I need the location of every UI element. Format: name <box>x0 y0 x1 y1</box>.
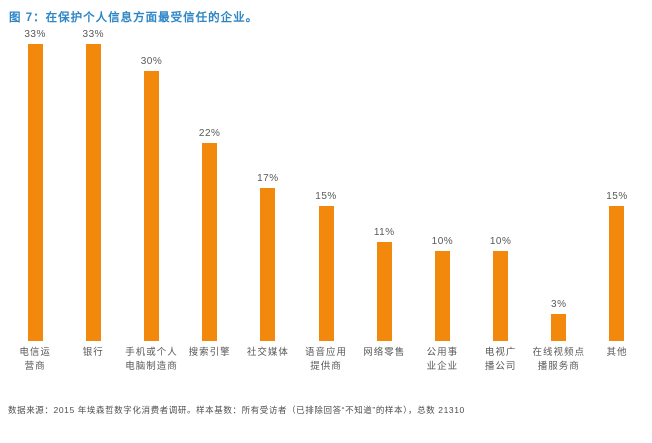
bar-column: 15% <box>588 191 646 341</box>
bar <box>493 251 509 341</box>
plot-area: 33% 33% 30% 22% 17% 15% 11% 10% 10% 3% 15% <box>6 29 646 341</box>
bar-column: 30% <box>122 56 180 341</box>
bar-chart: 33% 33% 30% 22% 17% 15% 11% 10% 10% 3% 15% 电信运 营商 银… <box>6 29 646 387</box>
value-label: 17% <box>257 173 279 184</box>
category-label: 社交媒体 <box>246 347 289 358</box>
category-label: 在线视频点 播服务商 <box>532 347 586 372</box>
bar-column: 11% <box>355 227 413 341</box>
value-label: 10% <box>489 236 512 247</box>
bar-column: 33% <box>64 29 122 341</box>
value-label: 33% <box>82 29 105 40</box>
category-label: 其他 <box>606 347 628 358</box>
bar-column: 22% <box>181 128 239 341</box>
category-label: 银行 <box>82 347 104 358</box>
category-label: 电信运 营商 <box>19 347 51 372</box>
category-label: 搜索引擎 <box>188 347 231 358</box>
value-label: 11% <box>373 227 395 238</box>
category-label: 手机或个人 电脑制造商 <box>125 347 178 372</box>
category-label: 网络零售 <box>363 347 406 358</box>
value-label: 22% <box>198 128 221 139</box>
value-label: 3% <box>551 299 567 310</box>
bar <box>143 71 159 341</box>
category-label: 公用事 业企业 <box>426 347 459 372</box>
chart-title: 图 7：在保护个人信息方面最受信任的企业。 <box>9 12 259 24</box>
bar-column: 3% <box>530 299 588 341</box>
bar <box>434 251 450 341</box>
bar <box>609 206 625 341</box>
category-axis: 电信运 营商 银行 手机或个人 电脑制造商 搜索引擎 社交媒体 语音应用 提供商 网络零售 公… <box>6 341 646 387</box>
bar <box>202 143 218 341</box>
value-label: 15% <box>315 191 337 202</box>
value-label: 10% <box>431 236 454 247</box>
bar-column: 10% <box>413 236 471 341</box>
bar <box>27 44 43 341</box>
category-label: 电视广 播公司 <box>484 347 517 372</box>
bar-column: 15% <box>297 191 355 341</box>
bar-column: 33% <box>6 29 64 341</box>
bar <box>260 188 276 341</box>
source-note: 数据来源：2015 年埃森哲数字化消费者调研。样本基数：所有受访者（已排除回答“… <box>8 405 465 415</box>
value-label: 15% <box>606 191 628 202</box>
bar <box>318 206 334 341</box>
category-label: 语音应用 提供商 <box>305 347 348 372</box>
bar <box>376 242 392 341</box>
bar-column: 10% <box>472 236 530 341</box>
bar <box>85 44 101 341</box>
bar <box>551 314 567 341</box>
bar-column: 17% <box>239 173 297 341</box>
value-label: 33% <box>24 29 46 40</box>
value-label: 30% <box>140 56 163 67</box>
